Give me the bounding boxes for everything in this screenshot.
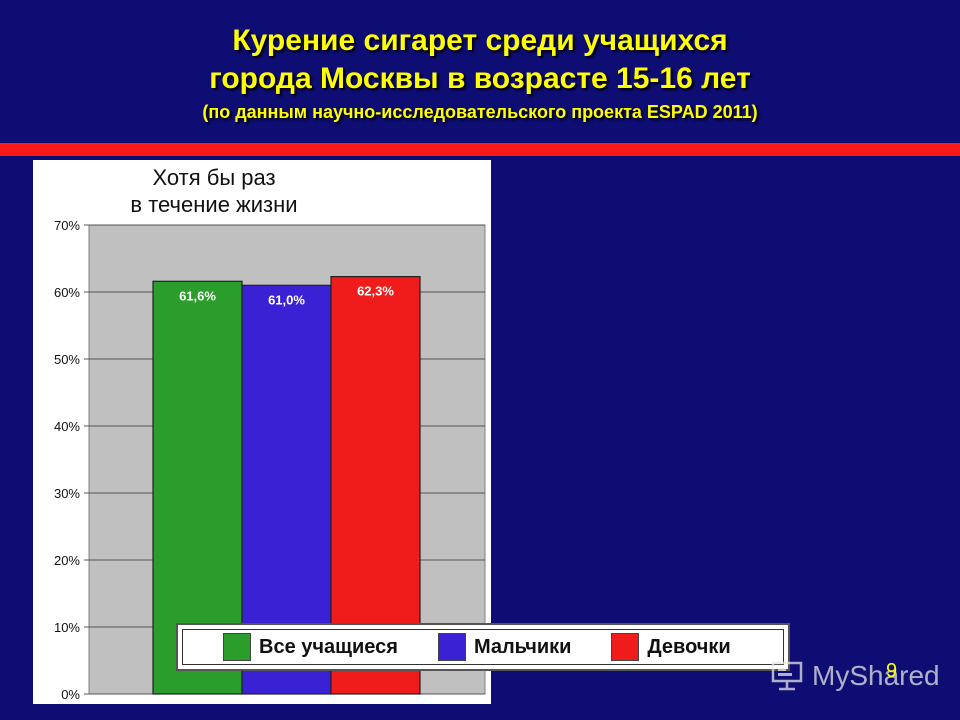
title-subtitle: (по данным научно-исследовательского про… [202,102,758,122]
legend-label-1: Мальчики [473,635,572,658]
legend-swatch-1 [437,633,466,661]
legend-item-2: Девочки [611,633,731,661]
presentation-icon [771,661,803,691]
y-tick-label-4: 40% [54,419,80,434]
y-tick-label-2: 20% [54,553,80,568]
legend-swatch-0 [223,633,251,661]
y-tick-label-5: 50% [54,352,80,367]
watermark: MyShared [770,660,940,692]
data-label-0: 61,6% [179,288,216,303]
y-tick-label-0: 0% [61,687,80,702]
legend-inner: Все учащиеся Мальчики Девочки [182,629,784,665]
legend-label-0: Все учащиеся [259,635,398,658]
red-divider-band [0,143,960,156]
legend-swatch-2 [611,633,640,661]
y-tick-label-3: 30% [54,486,80,501]
legend-label-2: Девочки [647,635,731,658]
chart-title: Хотя бы раз в течение жизни [33,164,395,218]
data-label-1: 61,0% [268,292,305,307]
legend-item-0: Все учащиеся [223,633,398,661]
data-label-2: 62,3% [357,284,394,299]
y-tick-label-7: 70% [54,218,80,233]
chart-title-line-1: Хотя бы раз [152,165,276,190]
title-line-2: города Москвы в возрасте 15-16 лет [209,62,751,95]
legend-item-1: Мальчики [437,633,572,661]
y-tick-label-1: 10% [54,620,80,635]
y-tick-label-6: 60% [54,285,80,300]
chart-title-line-2: в течение жизни [130,192,298,217]
chart-legend: Все учащиеся Мальчики Девочки [176,623,790,671]
title-line-1: Курение сигарет среди учащихся [232,24,728,57]
watermark-text: MyShared [812,660,940,691]
slide-title: Курение сигарет среди учащихся города Мо… [0,22,960,124]
page-number: 9 [886,660,898,682]
